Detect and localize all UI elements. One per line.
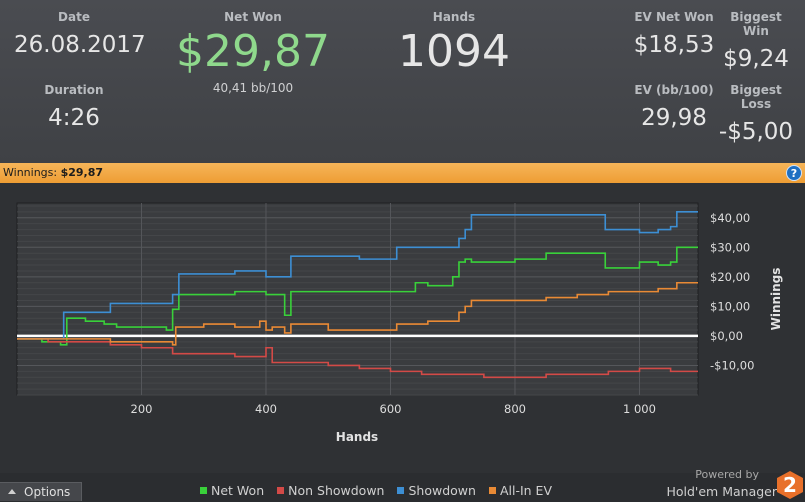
biggest-win-label: Biggest Win bbox=[730, 10, 782, 38]
duration-value: 4:26 bbox=[48, 105, 100, 131]
winnings-value: $29,87 bbox=[60, 166, 104, 179]
net-won-stat: Net Won $29,87 40,41 bb/100 bbox=[173, 10, 333, 95]
legend: Net Won Non Showdown Showdown All-In EV bbox=[200, 482, 552, 498]
chevron-up-icon bbox=[8, 489, 16, 494]
x-tick-label: 400 bbox=[255, 402, 277, 416]
stats-panel: Date 26.08.2017 Duration 4:26 Net Won $2… bbox=[0, 0, 805, 163]
legend-label: All-In EV bbox=[499, 482, 552, 498]
biggest-win-stat: Biggest Win $9,24 bbox=[717, 10, 795, 72]
x-tick-label: 1 000 bbox=[623, 402, 656, 416]
date-label: Date bbox=[58, 10, 90, 24]
hands-value: 1094 bbox=[398, 26, 510, 77]
date-value: 26.08.2017 bbox=[14, 32, 146, 58]
date-stat: Date 26.08.2017 bbox=[14, 10, 146, 58]
biggest-loss-label: Biggest Loss bbox=[730, 83, 782, 111]
y-tick-label: $10,00 bbox=[710, 299, 750, 313]
legend-item[interactable]: Showdown bbox=[397, 482, 476, 498]
chart-area: -$10,00 $0,00 $10,00 $20,00 $30,00 $40,00 200… bbox=[0, 183, 805, 473]
y-tick-label: $30,00 bbox=[710, 240, 750, 254]
net-won-bb: 40,41 bb/100 bbox=[212, 81, 294, 95]
x-ticks: 200 400 600 800 1 000 bbox=[131, 402, 656, 416]
legend-swatch bbox=[488, 486, 496, 494]
legend-item[interactable]: Non Showdown bbox=[277, 483, 384, 498]
y-tick-label: -$10,00 bbox=[710, 358, 754, 372]
winnings-label: Winnings: bbox=[3, 166, 58, 179]
series-line-showdown bbox=[17, 211, 698, 340]
x-tick-label: 800 bbox=[504, 402, 526, 416]
hands-stat: Hands 1094 bbox=[394, 10, 514, 77]
biggest-win-value: $9,24 bbox=[723, 46, 789, 72]
legend-swatch bbox=[277, 486, 285, 494]
duration-label: Duration bbox=[44, 83, 104, 97]
y-tick-label: $20,00 bbox=[710, 270, 750, 284]
ev-net-won-label: EV Net Won bbox=[634, 10, 714, 24]
legend-label: Non Showdown bbox=[288, 482, 385, 498]
legend-swatch bbox=[200, 486, 207, 494]
legend-swatch bbox=[397, 486, 405, 494]
series-line-net-won bbox=[17, 246, 698, 346]
series-line-non-showdown bbox=[17, 338, 698, 379]
biggest-loss-stat: Biggest Loss -$5,00 bbox=[717, 83, 795, 145]
winnings-bar: Winnings: $29,87 ? bbox=[0, 163, 805, 183]
legend-item[interactable]: Net Won bbox=[200, 483, 264, 498]
y-tick-label: $0,00 bbox=[710, 329, 743, 343]
duration-stat: Duration 4:26 bbox=[14, 83, 134, 131]
brand-logo-icon: 2 bbox=[777, 471, 803, 499]
legend-label: Net Won bbox=[211, 482, 265, 498]
brand: Powered by Hold'em Manager 2 bbox=[666, 468, 803, 500]
x-tick-label: 200 bbox=[131, 402, 153, 416]
ev-bb-stat: EV (bb/100) 29,98 bbox=[627, 83, 721, 131]
series-line-all-in-ev bbox=[17, 281, 698, 346]
hands-label: Hands bbox=[432, 10, 476, 24]
ev-net-won-stat: EV Net Won $18,53 bbox=[627, 10, 721, 58]
x-tick-label: 600 bbox=[380, 402, 402, 416]
ev-bb-value: 29,98 bbox=[641, 105, 707, 131]
x-axis-label: Hands bbox=[336, 430, 378, 444]
help-icon[interactable]: ? bbox=[786, 165, 802, 181]
ev-net-won-value: $18,53 bbox=[633, 32, 715, 58]
net-won-label: Net Won bbox=[224, 10, 282, 24]
legend-item[interactable]: All-In EV bbox=[488, 482, 552, 498]
options-label: Options bbox=[24, 485, 71, 499]
y-axis-label: Winnings bbox=[769, 268, 783, 331]
winnings-chart: -$10,00 $0,00 $10,00 $20,00 $30,00 $40,00 200… bbox=[16, 202, 783, 444]
options-button[interactable]: Options bbox=[0, 482, 82, 501]
series-group bbox=[17, 211, 698, 379]
legend-label: Showdown bbox=[408, 482, 476, 498]
brand-powered: Powered by bbox=[695, 468, 759, 481]
biggest-loss-value: -$5,00 bbox=[718, 119, 794, 145]
net-won-value: $29,87 bbox=[176, 26, 330, 77]
y-tick-label: $40,00 bbox=[710, 211, 750, 225]
brand-name: Hold'em Manager bbox=[666, 484, 777, 499]
y-ticks: -$10,00 $0,00 $10,00 $20,00 $30,00 $40,00 bbox=[710, 211, 754, 373]
ev-bb-label: EV (bb/100) bbox=[634, 83, 714, 97]
